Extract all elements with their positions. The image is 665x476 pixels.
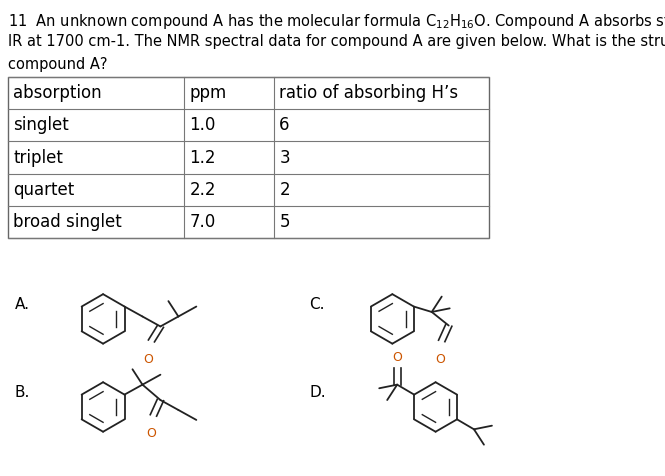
- Text: C.: C.: [309, 297, 325, 312]
- Text: quartet: quartet: [13, 181, 74, 199]
- Text: 11  An unknown compound A has the molecular formula $\mathregular{C_{12}H_{16}}$: 11 An unknown compound A has the molecul…: [8, 12, 665, 31]
- Text: IR at 1700 cm-1. The NMR spectral data for compound A are given below. What is t: IR at 1700 cm-1. The NMR spectral data f…: [8, 34, 665, 50]
- Text: O: O: [143, 353, 153, 366]
- Text: broad singlet: broad singlet: [13, 213, 122, 231]
- Text: 7.0: 7.0: [190, 213, 215, 231]
- Text: singlet: singlet: [13, 116, 69, 134]
- Text: 1.0: 1.0: [190, 116, 216, 134]
- Text: triplet: triplet: [13, 149, 63, 167]
- FancyBboxPatch shape: [8, 77, 489, 238]
- Text: O: O: [392, 351, 402, 364]
- Text: O: O: [435, 353, 445, 366]
- Text: B.: B.: [15, 385, 30, 400]
- Text: 2: 2: [279, 181, 290, 199]
- Text: 1.2: 1.2: [190, 149, 216, 167]
- Text: 6: 6: [279, 116, 290, 134]
- Text: ratio of absorbing H’s: ratio of absorbing H’s: [279, 84, 458, 102]
- Text: absorption: absorption: [13, 84, 102, 102]
- Text: 2.2: 2.2: [190, 181, 216, 199]
- Text: ppm: ppm: [190, 84, 227, 102]
- Text: compound A?: compound A?: [8, 57, 108, 72]
- Text: D.: D.: [309, 385, 326, 400]
- Text: 5: 5: [279, 213, 290, 231]
- Text: 3: 3: [279, 149, 290, 167]
- Text: A.: A.: [15, 297, 30, 312]
- Text: O: O: [146, 427, 156, 440]
